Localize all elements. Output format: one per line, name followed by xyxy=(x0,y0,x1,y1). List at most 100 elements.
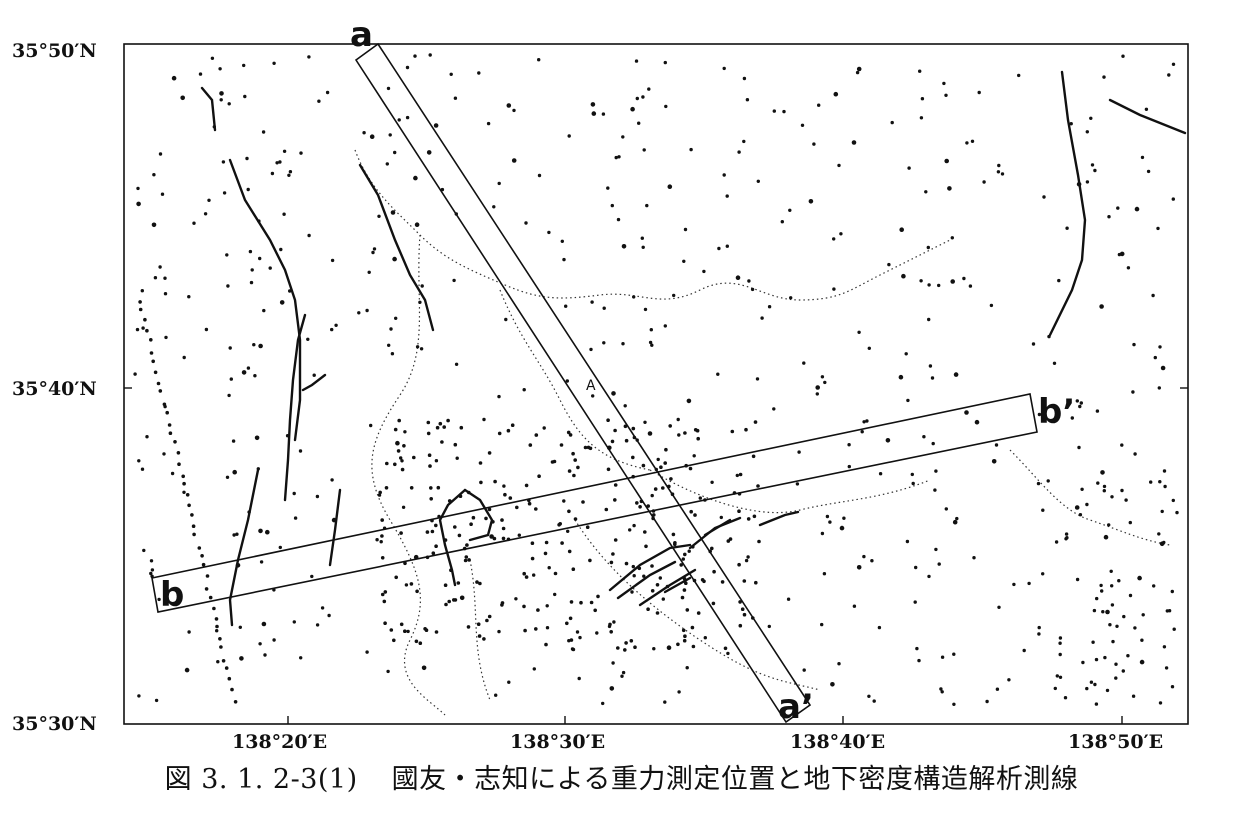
gravity-station-dot xyxy=(962,276,966,281)
gravity-station-dot xyxy=(567,509,571,514)
gravity-station-dot xyxy=(476,622,481,626)
gravity-station-dot xyxy=(434,523,438,528)
gravity-station-dot xyxy=(515,505,519,510)
gravity-station-dot xyxy=(415,589,419,594)
gravity-station-dot xyxy=(367,270,371,274)
gravity-station-dot xyxy=(914,565,918,570)
fault-2 xyxy=(228,158,302,442)
gravity-station-dot xyxy=(272,61,276,65)
gravity-station-dot xyxy=(1095,409,1100,413)
gravity-station-dot xyxy=(991,459,997,464)
gravity-station-dot xyxy=(493,479,497,484)
gravity-station-dot xyxy=(830,682,835,687)
gravity-station-dot xyxy=(579,600,583,605)
gravity-station-dot xyxy=(613,498,617,502)
gravity-station-dot xyxy=(187,630,191,634)
gravity-station-dot xyxy=(913,600,917,604)
gravity-station-dot xyxy=(375,538,379,542)
gravity-station-dot xyxy=(384,486,389,490)
gravity-station-dot xyxy=(624,641,628,645)
gravity-station-dot xyxy=(392,638,396,643)
gravity-station-dot xyxy=(630,590,634,594)
gravity-station-dot xyxy=(459,595,465,601)
gravity-station-dot xyxy=(691,545,695,549)
gravity-station-dot xyxy=(1141,613,1145,617)
gravity-station-dot xyxy=(568,616,573,621)
gravity-station-dot xyxy=(560,541,564,545)
fault-10 xyxy=(608,543,692,592)
gravity-station-dot xyxy=(994,443,999,447)
gravity-station-dot xyxy=(723,646,728,651)
map-frame xyxy=(123,43,1189,725)
gravity-station-dot xyxy=(430,529,435,534)
gravity-station-dot xyxy=(952,702,956,706)
gravity-station-dot xyxy=(278,545,282,550)
gravity-station-dot xyxy=(716,372,720,376)
gravity-station-dot xyxy=(867,346,871,350)
gravity-station-dot xyxy=(1081,660,1085,665)
gravity-station-dot xyxy=(744,558,749,563)
gravity-station-dot xyxy=(578,635,582,640)
gravity-station-dot xyxy=(325,90,330,95)
gravity-station-dot xyxy=(1078,404,1082,409)
gravity-station-dot xyxy=(742,612,747,617)
gravity-station-dot xyxy=(637,566,642,571)
fault-5 xyxy=(228,468,260,627)
gravity-station-dot xyxy=(924,190,928,194)
gravity-station-dot xyxy=(1156,226,1160,231)
lat-label-35-40: 35°40′N xyxy=(12,378,97,400)
gravity-station-dot xyxy=(640,236,644,240)
gravity-station-dot xyxy=(388,133,392,137)
gravity-station-dot xyxy=(157,597,161,602)
gravity-station-dot xyxy=(270,171,275,176)
gravity-station-dot xyxy=(942,81,946,86)
gravity-station-dot xyxy=(426,150,432,155)
fault-3 xyxy=(283,313,307,502)
gravity-station-dot xyxy=(547,230,551,235)
gravity-station-dot xyxy=(1171,197,1176,201)
gravity-station-dot xyxy=(1153,355,1158,360)
gravity-station-dot xyxy=(647,431,653,436)
gravity-station-dot xyxy=(227,102,231,106)
gravity-station-dot xyxy=(334,323,338,327)
gravity-station-dot xyxy=(427,453,432,458)
gravity-station-dot xyxy=(711,601,716,606)
gravity-station-dot xyxy=(590,102,596,107)
gravity-station-dot xyxy=(828,520,832,524)
gravity-station-dot xyxy=(530,541,535,545)
gravity-station-dot xyxy=(665,584,670,589)
gravity-station-dot xyxy=(145,435,149,439)
gravity-station-dot xyxy=(405,65,410,70)
gravity-station-dot xyxy=(230,687,234,692)
gravity-station-dot xyxy=(927,283,931,287)
gravity-station-dot xyxy=(1162,540,1166,545)
gravity-station-dot xyxy=(1074,505,1080,510)
gravity-station-dot xyxy=(137,694,141,698)
gravity-station-dot xyxy=(393,462,397,467)
gravity-station-dot xyxy=(767,624,771,629)
gravity-station-dot xyxy=(573,458,577,462)
gravity-station-dot xyxy=(409,486,414,490)
gravity-station-dot xyxy=(149,559,154,563)
gravity-station-dot xyxy=(566,430,571,435)
gravity-station-dot xyxy=(1099,304,1104,309)
gravity-station-dot xyxy=(621,670,626,675)
gravity-station-dot xyxy=(676,642,680,647)
gravity-station-dot xyxy=(489,534,494,539)
gravity-station-dot xyxy=(650,493,654,498)
gravity-station-dot xyxy=(288,170,293,174)
gravity-station-dot xyxy=(746,555,750,559)
fault-16 xyxy=(758,510,800,527)
gravity-station-dot xyxy=(224,666,229,670)
gravity-station-dot xyxy=(1140,155,1145,160)
gravity-station-dot xyxy=(212,125,216,129)
gravity-station-dot xyxy=(1121,54,1125,58)
gravity-station-dot xyxy=(425,530,430,534)
gravity-station-dot xyxy=(1096,481,1100,485)
gravity-station-dot xyxy=(760,316,764,320)
gravity-station-dot xyxy=(463,558,468,563)
gravity-station-dot xyxy=(466,625,471,629)
gravity-station-dot xyxy=(682,576,687,581)
fault-18 xyxy=(1108,98,1187,135)
profile-a-start-label: a xyxy=(350,15,373,55)
